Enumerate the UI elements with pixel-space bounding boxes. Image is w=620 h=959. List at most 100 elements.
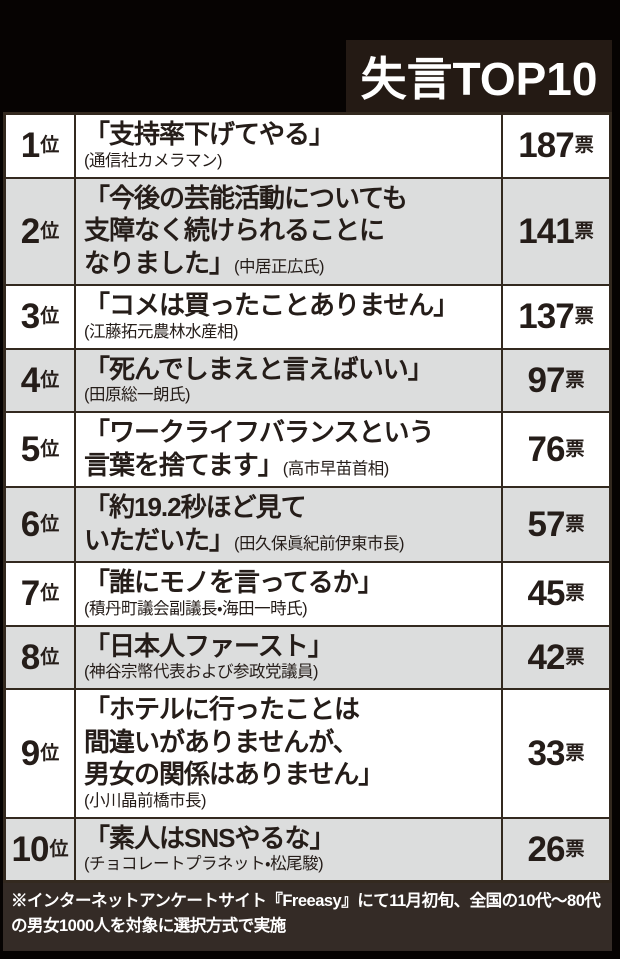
attribution-text: (小川晶前橋市長) — [84, 791, 207, 810]
quote-line: 「素人はSNSやるな」 — [84, 822, 497, 855]
votes-cell: 26 票 — [503, 818, 609, 880]
quote-text: 「支持率下げてやる」 — [84, 119, 335, 149]
votes-number: 42 — [527, 637, 566, 677]
quote-text: いただいた」 — [84, 524, 235, 555]
quote-cell: 「支持率下げてやる」 (通信社カメラマン) — [74, 115, 503, 177]
rank-number: 8 — [20, 637, 40, 677]
rank-number: 2 — [20, 211, 40, 251]
quote-cell: 「日本人ファースト」 (神谷宗幣代表および参政党議員) — [74, 626, 503, 688]
votes-suffix: 票 — [565, 514, 585, 535]
votes-number: 141 — [518, 211, 574, 251]
votes-cell: 33 票 — [503, 690, 609, 817]
quote-line: 「日本人ファースト」 — [84, 630, 497, 663]
quote-cell: 「死んでしまえと言えばいい」 (田原総一朗氏) — [74, 349, 503, 411]
quote-text: 「誰にモノを言ってるか」 — [84, 567, 384, 597]
quote-line: 「誰にモノを言ってるか」 — [84, 566, 497, 599]
votes-number: 26 — [527, 829, 566, 869]
rank-number: 3 — [20, 297, 40, 337]
rank-number: 6 — [20, 505, 40, 544]
quote-text: 「素人はSNSやるな」 — [84, 822, 335, 853]
rank-suffix: 位 — [40, 742, 60, 764]
quote-line: 男女の関係はありません」 — [84, 758, 497, 791]
votes-cell: 141 票 — [503, 178, 609, 284]
votes-suffix: 票 — [565, 838, 585, 860]
attribution-text: (チョコレートプラネット・松尾駿) — [84, 855, 324, 873]
quote-text: 「死んでしまえと言えばいい」 — [84, 353, 434, 384]
table-row: 10 位 「素人はSNSやるな」 (チョコレートプラネット・松尾駿) 26 票 — [6, 816, 609, 880]
quote-line: 「コメは買ったことありません」 — [84, 289, 497, 322]
attribution-text: (江藤拓元農林水産相) — [84, 322, 239, 341]
quote-line: 「約19.2秒ほど見て — [84, 491, 497, 524]
votes-number: 57 — [527, 505, 566, 544]
rank-suffix: 位 — [40, 220, 60, 242]
attribution-text: (高市早苗首相) — [282, 459, 390, 478]
quote-line: 言葉を捨てます」(高市早苗首相) — [84, 449, 497, 482]
quote-text: なりました」 — [84, 247, 235, 278]
rank-cell: 10 位 — [6, 818, 74, 880]
votes-number: 45 — [527, 574, 566, 614]
quote-text: 言葉を捨てます」 — [84, 449, 284, 480]
votes-suffix: 票 — [565, 646, 585, 668]
votes-cell: 76 票 — [503, 413, 609, 486]
votes-number: 33 — [527, 733, 566, 773]
rank-suffix: 位 — [49, 838, 69, 860]
quote-text: 「ワークライフバランスという — [84, 417, 434, 447]
rank-suffix: 位 — [40, 369, 60, 391]
quote-text: 男女の関係はありません」 — [84, 759, 384, 789]
rank-suffix: 位 — [40, 514, 60, 535]
quote-line: 「ワークライフバランスという — [84, 416, 497, 449]
title-banner: 失言TOP10 — [346, 40, 612, 112]
quote-line: (チョコレートプラネット・松尾駿) — [84, 854, 497, 875]
quote-line: (江藤拓元農林水産相) — [84, 322, 497, 343]
votes-cell: 42 票 — [503, 626, 609, 688]
rank-suffix: 位 — [40, 583, 60, 605]
votes-suffix: 票 — [565, 439, 585, 460]
attribution-text: (積丹町議会副議長・海田一時氏) — [84, 599, 308, 618]
quote-line: (小川晶前橋市長) — [84, 791, 497, 812]
quote-line: (神谷宗幣代表および参政党議員) — [84, 662, 497, 683]
rank-number: 1 — [20, 126, 40, 166]
votes-number: 97 — [527, 360, 566, 400]
quote-text: 「日本人ファースト」 — [84, 630, 334, 661]
rank-number: 9 — [20, 733, 40, 773]
votes-cell: 57 票 — [503, 488, 609, 561]
attribution-text: (中居正広氏) — [234, 257, 325, 276]
attribution-text: (田原総一朗氏) — [84, 386, 191, 404]
votes-cell: 137 票 — [503, 286, 609, 348]
rank-suffix: 位 — [40, 135, 60, 157]
quote-line: (田原総一朗氏) — [84, 385, 497, 406]
votes-suffix: 票 — [574, 220, 594, 242]
quote-text: 支障なく続けられることに — [84, 215, 385, 245]
quote-text: 「ホテルに行ったことは — [84, 694, 360, 724]
quote-line: 支障なく続けられることに — [84, 214, 497, 247]
votes-cell: 187 票 — [503, 115, 609, 177]
votes-suffix: 票 — [565, 583, 585, 605]
quote-line: いただいた」(田久保眞紀前伊東市長) — [84, 524, 497, 557]
quote-cell: 「約19.2秒ほど見て いただいた」(田久保眞紀前伊東市長) — [74, 488, 503, 561]
votes-suffix: 票 — [565, 369, 585, 391]
rank-suffix: 位 — [40, 646, 60, 668]
votes-suffix: 票 — [565, 742, 585, 764]
votes-suffix: 票 — [574, 135, 594, 157]
rank-suffix: 位 — [40, 306, 60, 328]
quote-cell: 「コメは買ったことありません」 (江藤拓元農林水産相) — [74, 286, 503, 348]
rank-number: 7 — [20, 574, 40, 614]
rank-number: 4 — [20, 360, 40, 400]
votes-cell: 97 票 — [503, 349, 609, 411]
